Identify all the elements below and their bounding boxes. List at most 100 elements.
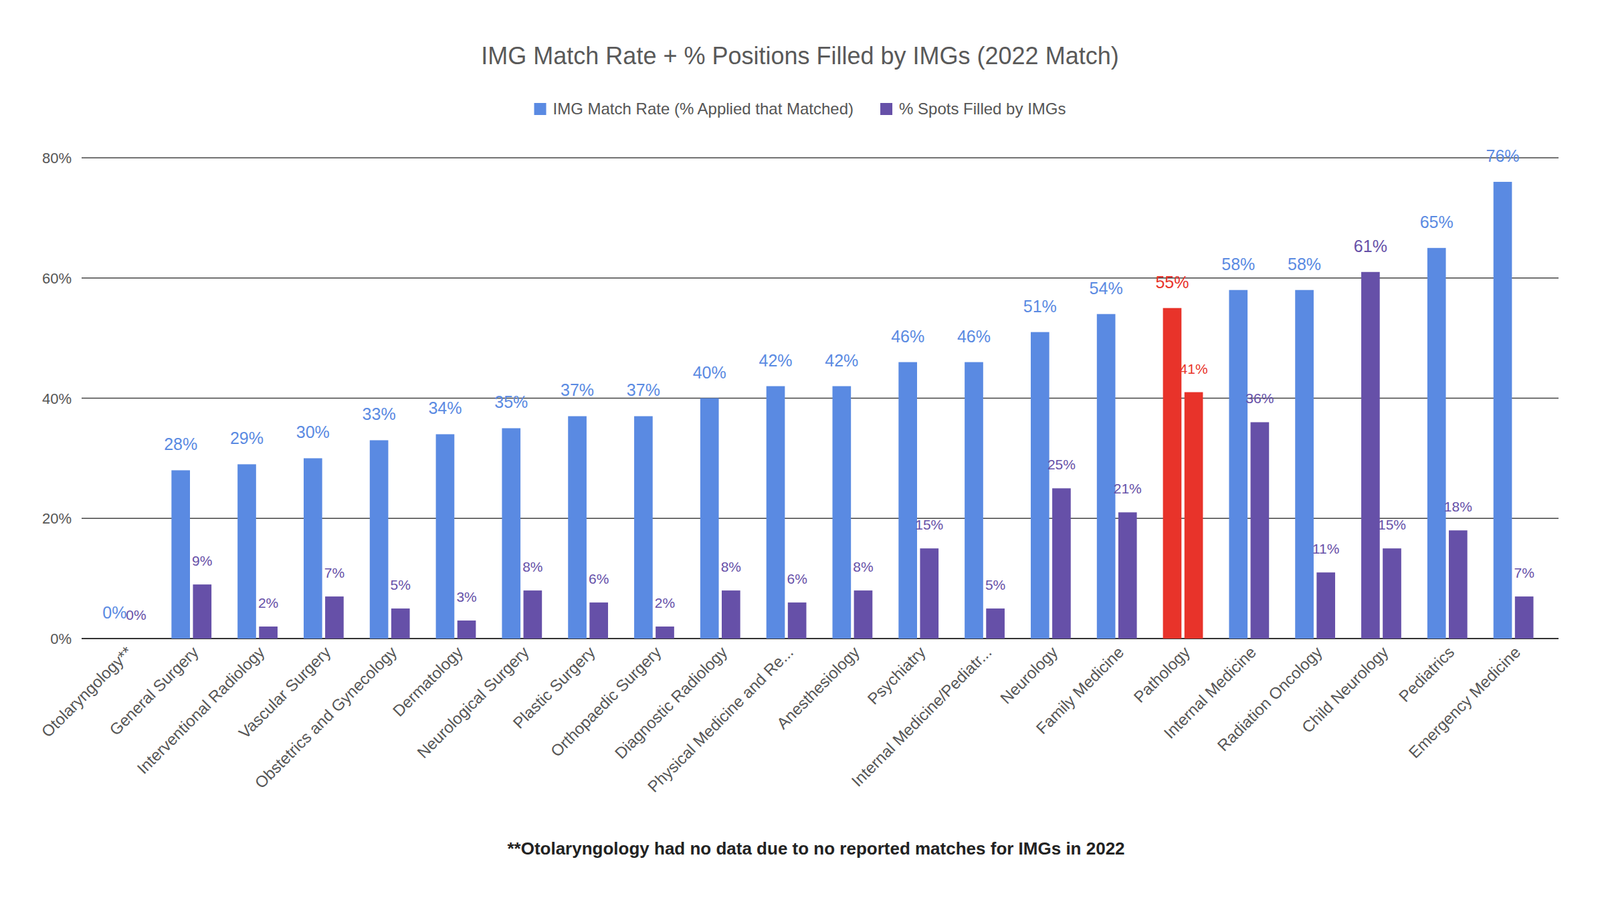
data-label: 76%: [1486, 146, 1520, 166]
bar: [237, 464, 257, 639]
x-tick-label: Diagnostic Radiology: [611, 642, 732, 763]
bar: [303, 458, 323, 639]
bar: [523, 590, 543, 639]
data-label: 3%: [456, 589, 477, 605]
bar: [1448, 530, 1468, 639]
data-label: 51%: [1023, 296, 1057, 316]
data-label: 58%: [1221, 254, 1255, 274]
bar: [1515, 596, 1534, 639]
bar: [700, 398, 720, 640]
legend-label: % Spots Filled by IMGs: [898, 99, 1066, 118]
bar: [436, 434, 455, 639]
data-label: 36%: [1245, 390, 1274, 407]
data-label: 30%: [296, 422, 330, 442]
chart: IMG Match Rate + % Positions Filled by I…: [0, 0, 1600, 904]
bar: [127, 638, 146, 640]
data-label: 35%: [494, 392, 528, 412]
data-label: 7%: [1513, 565, 1534, 581]
y-tick-label: 80%: [42, 149, 72, 167]
bar: [1228, 290, 1248, 639]
y-tick-label: 60%: [42, 270, 72, 287]
bar: [391, 608, 411, 639]
x-tick-label: Child Neurology: [1298, 642, 1392, 737]
grid-line: [81, 277, 1559, 279]
data-label: 40%: [692, 363, 727, 382]
data-label: 42%: [759, 351, 793, 370]
bar: [1052, 488, 1071, 639]
bar: [854, 590, 873, 639]
bar: [1361, 272, 1380, 639]
data-label: 0%: [102, 603, 127, 623]
bar: [1316, 572, 1336, 639]
bar: [1382, 548, 1402, 639]
x-tick-label: Radiation Oncology: [1213, 642, 1326, 755]
data-label: 15%: [1377, 517, 1407, 533]
y-tick-label: 0%: [50, 630, 72, 648]
x-tick-label: Obstetrics and Gynecology: [250, 642, 400, 792]
x-tick-label: Pediatrics: [1395, 642, 1459, 706]
x-tick-label: Internal Medicine/Pediatr...: [848, 642, 996, 790]
data-label: 58%: [1287, 254, 1322, 274]
bar: [105, 638, 125, 640]
data-label: 8%: [721, 559, 742, 575]
bar: [985, 608, 1005, 639]
x-tick-label: Neurology: [996, 642, 1061, 708]
grid-line: [81, 518, 1559, 520]
data-label: 33%: [362, 404, 396, 424]
data-label: 21%: [1113, 480, 1142, 497]
grid-line: [81, 638, 1559, 640]
data-label: 37%: [560, 380, 594, 400]
data-label: 41%: [1179, 361, 1209, 377]
bar: [325, 596, 344, 639]
x-tick-label: Orthopaedic Surgery: [547, 642, 665, 761]
bar: [787, 602, 807, 639]
y-tick-label: 20%: [42, 510, 72, 528]
data-label: 37%: [626, 380, 661, 400]
bar: [258, 626, 278, 639]
bar: [1184, 392, 1204, 639]
x-tick-label: Psychiatry: [863, 642, 929, 708]
data-label: 28%: [163, 434, 198, 454]
bar: [1030, 332, 1050, 639]
data-label: 65%: [1420, 212, 1454, 232]
legend-label: IMG Match Rate (% Applied that Matched): [553, 99, 855, 118]
x-tick-label: Interventional Radiology: [133, 642, 268, 778]
bar: [634, 416, 653, 639]
data-label: 5%: [390, 577, 411, 593]
title: IMG Match Rate + % Positions Filled by I…: [480, 42, 1119, 70]
legend-swatch: [880, 103, 893, 116]
data-label: 15%: [915, 517, 944, 533]
grid-line: [81, 397, 1559, 400]
bar: [655, 626, 675, 639]
bar: [1427, 248, 1447, 639]
x-tick-label: Neurological Surgery: [413, 642, 533, 762]
data-label: 25%: [1047, 456, 1076, 473]
data-label: 2%: [258, 595, 279, 611]
bar: [457, 620, 477, 639]
legend-swatch: [534, 103, 547, 116]
bar: [1294, 290, 1314, 639]
data-label: 5%: [985, 577, 1006, 593]
data-label: 8%: [522, 559, 543, 575]
data-label: 61%: [1353, 236, 1388, 256]
bar: [1118, 512, 1138, 639]
bar: [919, 548, 939, 639]
grid-line: [81, 157, 1559, 159]
data-label: 18%: [1444, 498, 1473, 515]
x-tick-label: Family Medicine: [1032, 642, 1128, 738]
data-label: 6%: [588, 571, 609, 587]
bar: [1250, 422, 1270, 639]
bar: [589, 602, 609, 639]
x-tick-label: Anesthesiology: [773, 642, 863, 733]
data-label: 54%: [1089, 278, 1124, 298]
data-label: 9%: [191, 553, 213, 569]
bar: [898, 362, 918, 639]
bar: [766, 386, 786, 639]
grid: [81, 157, 1559, 639]
data-label: 34%: [428, 398, 462, 418]
x-tick-label: Pathology: [1129, 642, 1194, 707]
data-label: 11%: [1312, 541, 1340, 557]
data-label: 0%: [125, 607, 146, 623]
bar: [964, 362, 984, 639]
data-label: 29%: [230, 428, 264, 448]
